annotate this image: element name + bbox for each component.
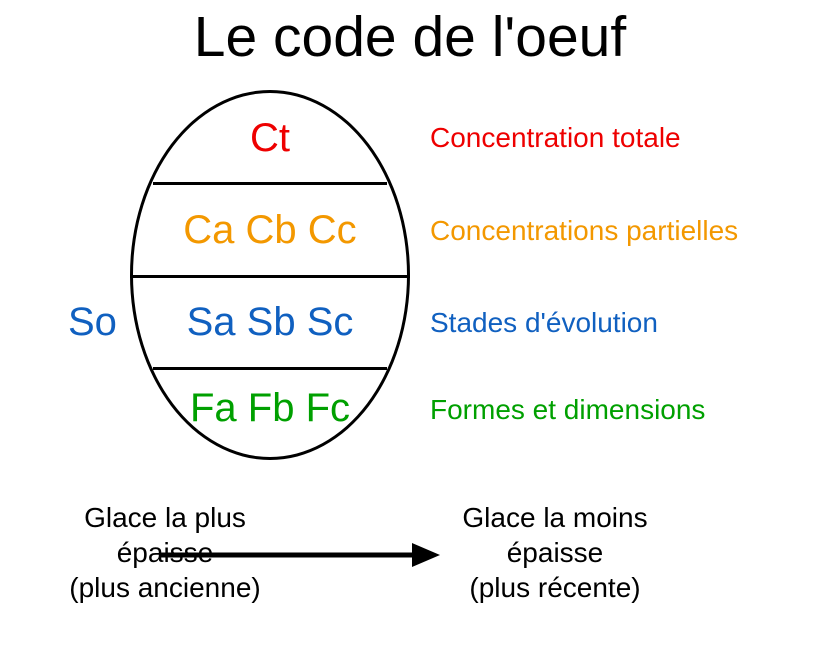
bottom-right-line-2: épaisse	[507, 537, 604, 568]
bottom-right-line-3: (plus récente)	[469, 572, 640, 603]
egg-divider-3	[153, 367, 387, 370]
bottom-right-line-1: Glace la moins	[462, 502, 647, 533]
legend-concentrations-partielles: Concentrations partielles	[430, 215, 738, 247]
egg-row-sa: Sa Sb Sc	[130, 300, 410, 345]
diagram-title: Le code de l'oeuf	[0, 4, 820, 70]
bottom-left-line-3: (plus ancienne)	[69, 572, 260, 603]
egg-divider-2	[130, 275, 410, 278]
legend-concentration-totale: Concentration totale	[430, 122, 681, 154]
legend-stades: Stades d'évolution	[430, 307, 658, 339]
egg-container: Ct Ca Cb Cc Sa Sb Sc Fa Fb Fc	[130, 90, 410, 460]
egg-row-ct: Ct	[130, 116, 410, 161]
outer-code-so: So	[68, 300, 117, 345]
egg-row-fa: Fa Fb Fc	[130, 386, 410, 431]
bottom-left-line-1: Glace la plus	[84, 502, 246, 533]
legend-formes: Formes et dimensions	[430, 394, 705, 426]
egg-row-ca: Ca Cb Cc	[130, 208, 410, 253]
arrow-icon	[160, 540, 440, 570]
bottom-right-label: Glace la moins épaisse (plus récente)	[420, 500, 690, 605]
egg-divider-1	[153, 182, 387, 185]
